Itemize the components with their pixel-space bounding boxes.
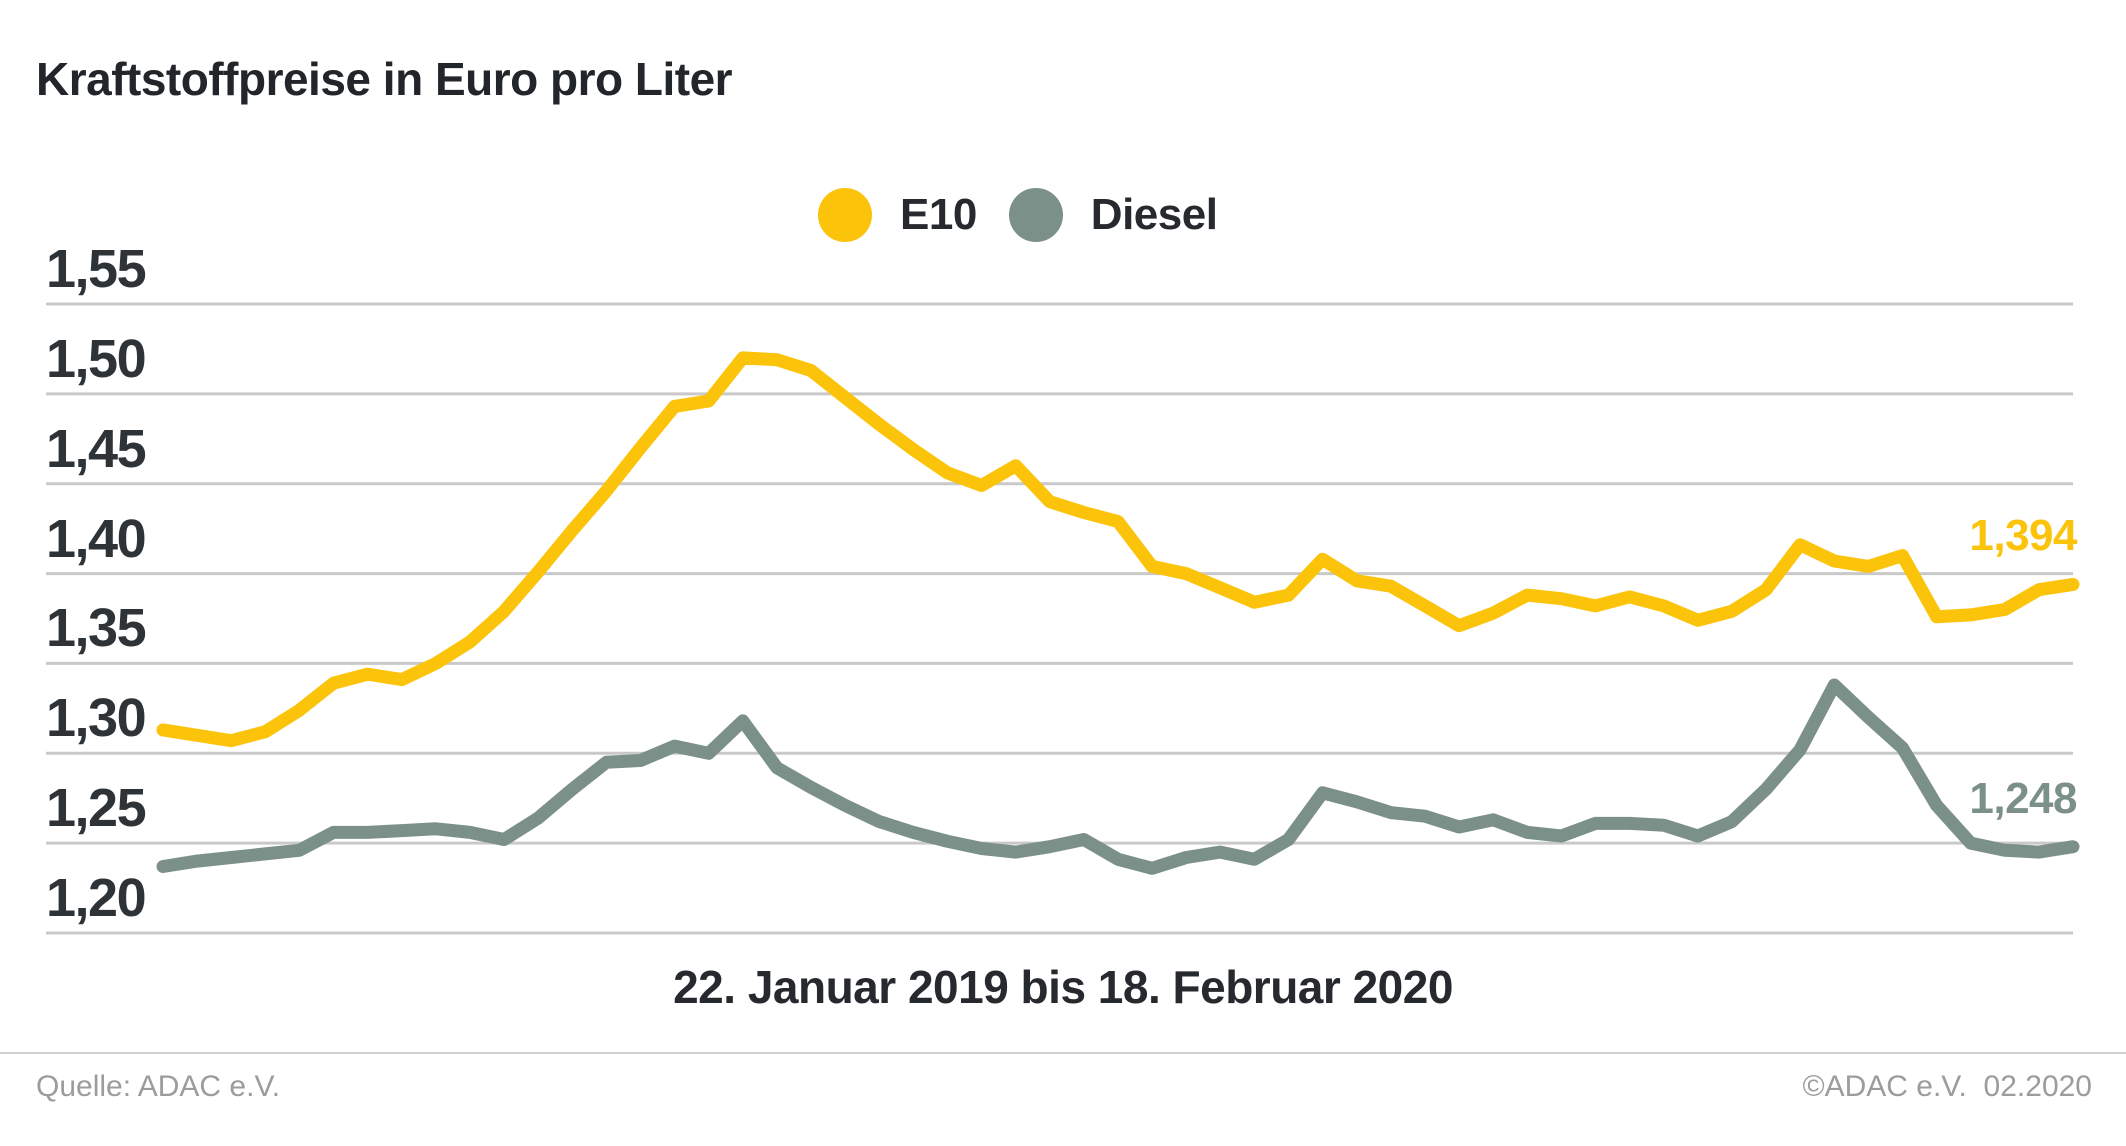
- footer-divider: [0, 1052, 2126, 1054]
- y-tick-label: 1,25: [46, 778, 147, 839]
- x-axis-date-range-label: 22. Januar 2019 bis 18. Februar 2020: [673, 961, 1453, 1013]
- legend-label-diesel: Diesel: [1090, 190, 1218, 239]
- diesel-end-value-label: 1,248: [1969, 773, 2077, 823]
- page-title: Kraftstoffpreise in Euro pro Liter: [36, 53, 733, 105]
- diesel-price-line: [156, 678, 2080, 875]
- copyright-note: ©ADAC e.V. 02.2020: [1802, 1070, 2092, 1103]
- chart-legend: E10 Diesel: [818, 186, 1218, 244]
- y-tick-label: 1,55: [46, 239, 147, 299]
- y-tick-label: 1,20: [46, 868, 147, 928]
- y-tick-label: 1,45: [46, 418, 147, 479]
- y-tick-label: 1,35: [46, 598, 147, 659]
- diesel-color-dot-icon: [1008, 188, 1063, 242]
- e10-price-line: [156, 351, 2080, 748]
- legend-label-e10: E10: [900, 190, 977, 239]
- e10-color-dot-icon: [818, 188, 872, 242]
- e10-end-value-label: 1,394: [1969, 511, 2077, 561]
- legend-item-diesel: Diesel: [1008, 188, 1218, 242]
- source-note: Quelle: ADAC e.V.: [36, 1070, 281, 1103]
- legend-item-e10: E10: [818, 188, 977, 242]
- y-tick-label: 1,50: [46, 328, 147, 389]
- y-tick-label: 1,30: [46, 688, 147, 749]
- y-tick-label: 1,40: [46, 508, 147, 569]
